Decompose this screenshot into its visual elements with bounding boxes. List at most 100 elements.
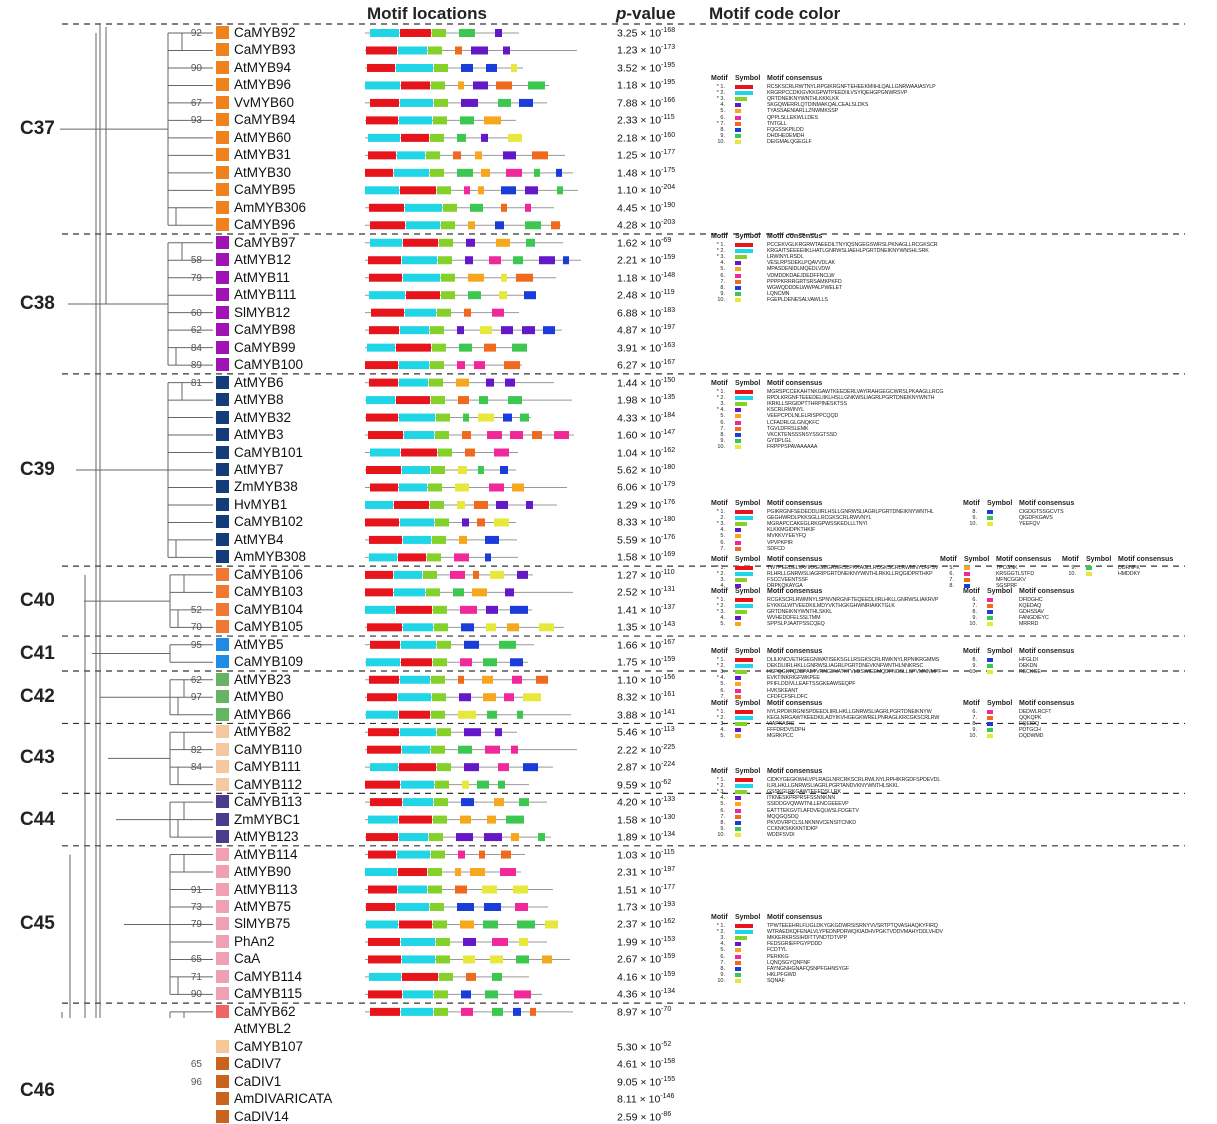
motif-box xyxy=(516,273,533,282)
p-value-mantissa: 2.18 xyxy=(617,132,638,145)
gene-name: AtMYB60 xyxy=(234,129,292,145)
legend-symbol-header: Symbol xyxy=(987,588,1013,595)
legend-symbol-swatch xyxy=(735,722,747,727)
p-value-times-ten: × 10 xyxy=(637,219,662,232)
motif-box xyxy=(403,535,431,544)
motif-box xyxy=(428,483,442,492)
motif-box xyxy=(433,116,447,125)
p-value-exponent: -158 xyxy=(661,1058,676,1066)
legend-motif-number: * 2. xyxy=(716,90,725,97)
legend-consensus: FAYNGNHGNAFQSNPFGHNSYGF xyxy=(767,965,850,972)
legend-consensus: QRTDNEIKNYWNTHLKKKLKK xyxy=(767,96,839,103)
p-value-times-ten: × 10 xyxy=(637,412,662,425)
p-value-mantissa: 8.97 xyxy=(617,1006,638,1019)
motif-box xyxy=(517,710,523,719)
motif-box xyxy=(481,133,488,142)
p-value-exponent: -153 xyxy=(661,935,676,943)
legend-symbol-swatch xyxy=(735,291,741,296)
motif-box xyxy=(517,920,535,929)
p-value: 6.88 × 10-183 xyxy=(617,307,675,320)
p-value-times-ten: × 10 xyxy=(637,254,662,267)
motif-box xyxy=(431,710,445,719)
motif-box xyxy=(512,675,522,684)
motif-box xyxy=(484,833,502,842)
legend-consensus: SQNAF xyxy=(767,977,785,984)
motif-box xyxy=(498,98,511,107)
legend-motif-number: * 2. xyxy=(716,248,725,255)
p-value-mantissa: 2.33 xyxy=(617,114,638,127)
motif-box xyxy=(436,413,450,422)
gene-name: HvMYB1 xyxy=(234,496,288,512)
motif-box xyxy=(431,81,445,90)
legend-symbol-swatch xyxy=(987,722,993,727)
legend-symbol-swatch xyxy=(735,948,741,953)
legend-motif-header: Motif xyxy=(963,700,980,707)
p-value-mantissa: 1.18 xyxy=(617,272,638,285)
legend-consensus: IKRKLLSRGIDPTTHRPINESKTSS xyxy=(767,401,847,408)
motif-box xyxy=(519,937,528,946)
legend-motif-number: 5. xyxy=(720,108,725,115)
motif-box xyxy=(400,29,431,37)
p-value: 5.62 × 10-180 xyxy=(617,464,675,477)
p-value-mantissa: 2.87 xyxy=(617,761,638,774)
legend-symbol-swatch xyxy=(987,604,993,609)
legend-symbol-header: Symbol xyxy=(735,500,761,507)
legend-motif-number: 4. xyxy=(720,795,725,802)
motif-box xyxy=(368,151,396,160)
gene-name: VvMYB60 xyxy=(234,94,295,110)
legend-motif-number: * 3. xyxy=(716,609,725,616)
motif-box xyxy=(511,833,519,842)
motif-box xyxy=(371,308,404,317)
motif-box xyxy=(484,116,501,125)
motif-box xyxy=(486,378,494,387)
legend-motif-number: 9. xyxy=(720,825,725,832)
legend-consensus: TYASSAENIARLLZNWMKSSP xyxy=(767,108,839,115)
p-value: 1.41 × 10-137 xyxy=(617,604,675,617)
motif-box xyxy=(510,431,523,440)
legend-symbol-swatch xyxy=(735,414,741,419)
motif-box xyxy=(513,256,523,265)
motif-box xyxy=(523,763,538,772)
clade-color-swatch xyxy=(216,428,229,442)
motif-box xyxy=(490,955,503,964)
p-value-exponent: -225 xyxy=(661,743,676,751)
gene-name: AtMYB12 xyxy=(234,252,292,268)
p-value: 1.48 × 10-175 xyxy=(617,167,675,180)
legend-motif-number: 8. xyxy=(720,126,725,133)
p-value: 1.89 × 10-134 xyxy=(617,831,675,844)
legend-symbol-header: Symbol xyxy=(735,380,761,387)
legend-symbol-swatch xyxy=(735,438,741,443)
legend-motif-number: 3. xyxy=(720,577,725,584)
motif-box xyxy=(368,815,398,824)
clade-color-swatch xyxy=(216,987,229,1001)
motif-box xyxy=(369,378,398,387)
legend-motif-number: 7. xyxy=(720,959,725,966)
legend-motif-number: * 2. xyxy=(716,603,725,610)
motif-box xyxy=(365,780,400,789)
motif-box xyxy=(492,308,504,317)
p-value-mantissa: 2.37 xyxy=(617,918,638,931)
gene-name: AtMYBL2 xyxy=(234,1021,292,1037)
p-value: 3.91 × 10-163 xyxy=(617,342,675,355)
clade-label: C40 xyxy=(20,590,55,612)
legend-symbol-header: Symbol xyxy=(987,700,1013,707)
legend-motif-number: 4. xyxy=(720,583,725,590)
motif-box xyxy=(464,186,470,195)
legend-symbol-swatch xyxy=(735,420,741,425)
gene-name: CaMYB115 xyxy=(234,986,303,1002)
legend-motif-number: * 2. xyxy=(716,571,725,578)
motif-box xyxy=(496,500,508,509)
motif-box xyxy=(487,710,497,719)
clade-color-swatch xyxy=(216,934,229,948)
motif-box xyxy=(399,413,435,422)
motif-box xyxy=(434,798,448,807)
motif-box xyxy=(460,920,474,929)
gene-name: AtMYB11 xyxy=(234,269,291,285)
clade-color-swatch xyxy=(216,323,229,337)
clade-color-swatch xyxy=(216,865,229,879)
p-value-mantissa: 3.52 xyxy=(617,62,638,75)
motif-box xyxy=(394,168,429,177)
p-value-mantissa: 1.60 xyxy=(617,429,638,442)
motif-box xyxy=(394,588,425,597)
motif-box xyxy=(453,588,464,597)
